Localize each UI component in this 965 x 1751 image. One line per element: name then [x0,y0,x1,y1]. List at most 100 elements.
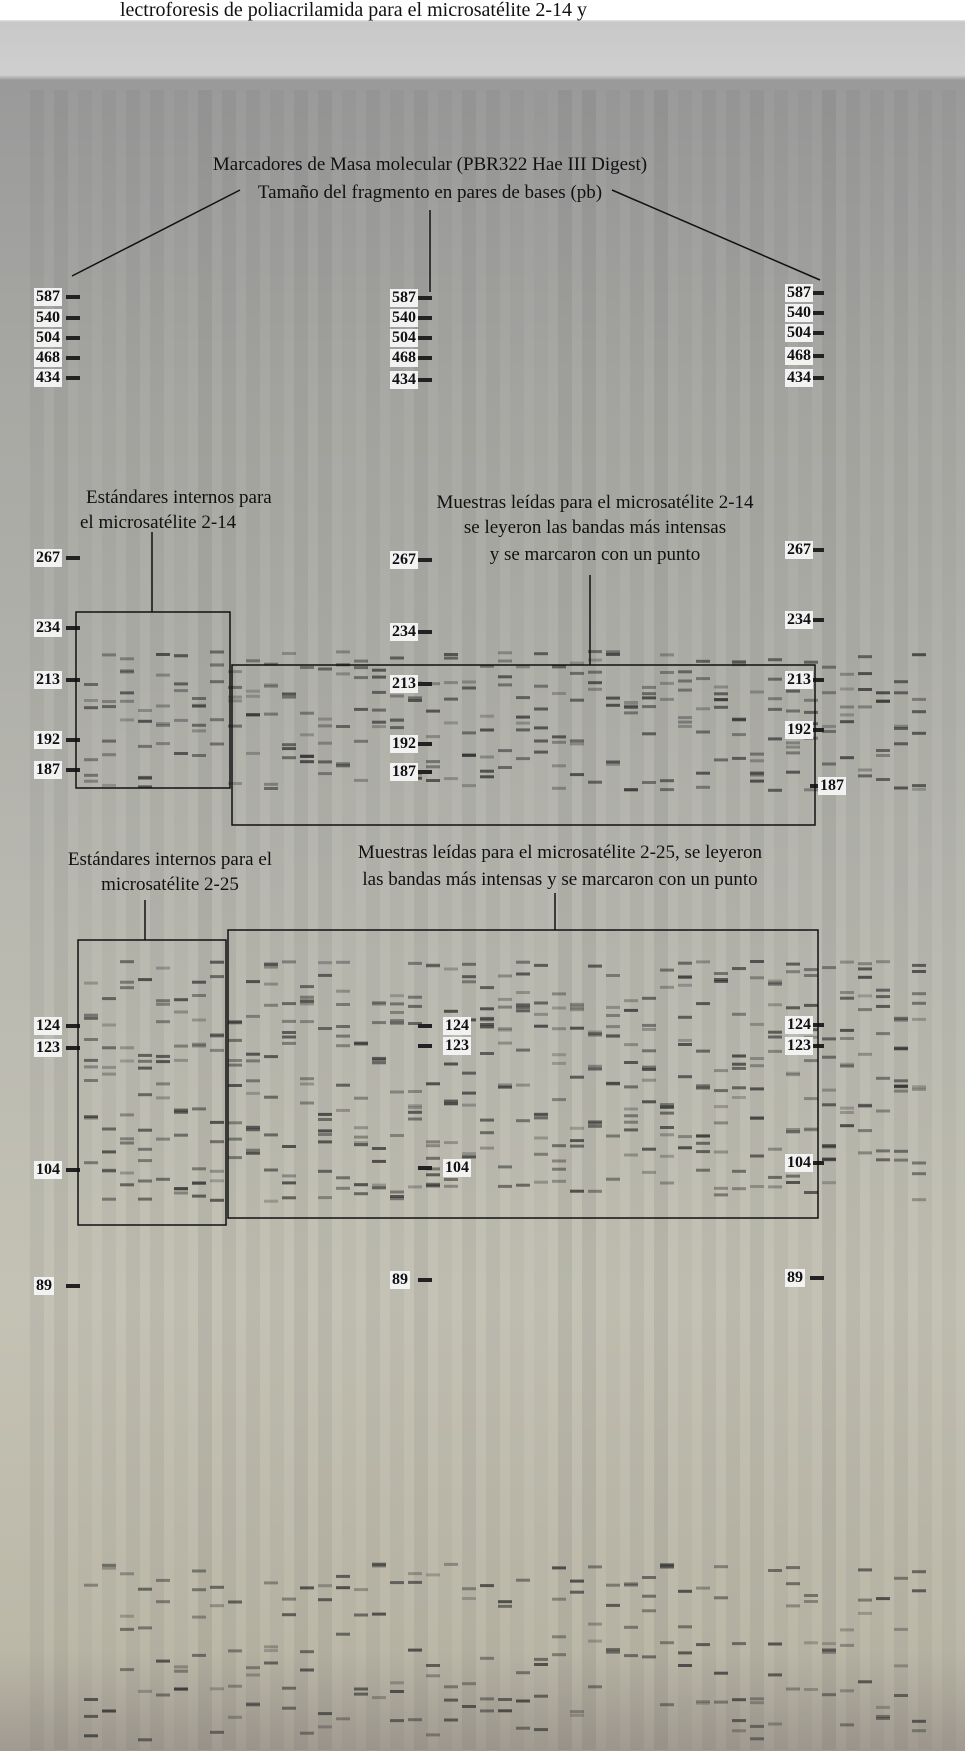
band [678,1043,692,1046]
band [318,742,332,745]
band [678,1146,692,1149]
band [768,678,782,681]
band [714,758,728,761]
band [588,1623,602,1626]
ladder-band [66,316,80,320]
band [480,715,494,718]
band [246,695,260,698]
band [282,756,296,759]
band [624,1043,638,1046]
band [570,662,584,665]
band [120,691,134,694]
band [570,1027,584,1030]
band [606,763,620,766]
band [660,779,674,782]
band [354,740,368,743]
lane [366,90,380,1750]
band [210,1604,224,1607]
band [678,1075,692,1078]
band [642,1609,656,1612]
band [732,1170,746,1173]
band [912,653,926,656]
band [336,1575,350,1578]
band [318,668,332,671]
band [678,1135,692,1138]
band [552,1635,566,1638]
band [264,962,278,965]
band [606,704,620,707]
band [804,1128,818,1131]
band [732,1063,746,1066]
band [120,669,134,672]
band [606,1014,620,1017]
band [138,1690,152,1693]
band [228,1649,242,1652]
size-marker-label: 587 [390,289,418,307]
band [408,1718,422,1721]
band [156,1060,170,1063]
band [300,1586,314,1589]
band [498,683,512,686]
band [426,1733,440,1736]
band [264,1169,278,1172]
band [102,1128,116,1131]
band [768,1185,782,1188]
band [696,660,710,663]
band [120,1572,134,1575]
band [174,1665,188,1668]
band [822,1103,836,1106]
band [120,718,134,721]
band [426,1157,440,1160]
size-marker-label: 468 [390,349,418,367]
band [210,1199,224,1202]
band [516,1006,530,1009]
lane [894,90,908,1750]
band [390,994,404,997]
band [840,997,854,1000]
ladder-band [418,742,432,746]
band [804,1097,818,1100]
band [480,986,494,989]
band [570,1710,584,1713]
ladder-band [66,1284,80,1288]
band [588,1125,602,1128]
band [210,961,224,964]
band [246,1059,260,1062]
band [318,1027,332,1030]
band [624,1154,638,1157]
band [858,688,872,691]
band [336,1176,350,1179]
band [192,704,206,707]
band [642,1024,656,1027]
band [138,1588,152,1591]
band [732,1055,746,1058]
band [120,981,134,984]
band [354,1097,368,1100]
band [426,964,440,967]
size-marker-label: 540 [34,309,62,327]
band [678,689,692,692]
band [858,1151,872,1154]
band [228,1685,242,1688]
band [678,1651,692,1654]
band [876,989,890,992]
annotation: Estándares internos para el [68,850,272,869]
band [246,1149,260,1152]
band [768,1673,782,1676]
band [660,682,674,685]
band [534,1153,548,1156]
band [642,1079,656,1082]
band [786,1073,800,1076]
band [642,1068,656,1071]
band [534,1002,548,1005]
size-marker-label: 123 [785,1037,813,1055]
band [120,1668,134,1671]
band [894,1694,908,1697]
band [552,1180,566,1183]
band [858,967,872,970]
band [372,669,386,672]
band [804,1641,818,1644]
band [840,1124,854,1127]
band [84,706,98,709]
band [192,1107,206,1110]
